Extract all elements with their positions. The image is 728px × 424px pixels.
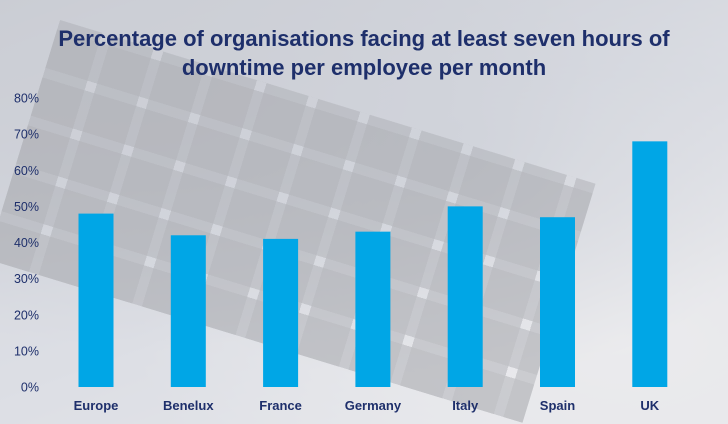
chart-title-line-1: Percentage of organisations facing at le… xyxy=(58,26,670,51)
y-axis: 0% 10% 20% 30% 40% 50% 60% 70% 80% xyxy=(14,92,39,395)
y-tick-label: 40% xyxy=(14,236,39,250)
bar-france xyxy=(263,238,299,387)
bars xyxy=(78,141,668,387)
bar-europe xyxy=(78,213,114,387)
y-tick-label: 0% xyxy=(21,381,39,395)
x-tick-label: France xyxy=(259,398,302,413)
y-tick-label: 10% xyxy=(14,344,39,358)
y-tick-label: 30% xyxy=(14,272,39,286)
y-tick-label: 70% xyxy=(14,128,39,142)
bar-germany xyxy=(355,231,391,387)
y-tick-label: 60% xyxy=(14,164,39,178)
x-axis: Europe Benelux France Germany Italy Spain UK xyxy=(74,398,660,413)
bar-uk xyxy=(632,141,668,387)
chart-title-line-2: downtime per employee per month xyxy=(181,55,547,80)
x-tick-label: Spain xyxy=(540,398,575,413)
x-tick-label: Germany xyxy=(345,398,402,413)
bar-italy xyxy=(447,206,483,387)
x-tick-label: Italy xyxy=(452,398,479,413)
x-tick-label: Europe xyxy=(74,398,119,413)
x-tick-label: UK xyxy=(640,398,659,413)
chart-title: Percentage of organisations facing at le… xyxy=(0,24,728,82)
bar-spain xyxy=(540,217,575,387)
y-tick-label: 20% xyxy=(14,308,39,322)
bar-benelux xyxy=(170,235,206,387)
x-tick-label: Benelux xyxy=(163,398,214,413)
y-tick-label: 80% xyxy=(14,92,39,106)
y-tick-label: 50% xyxy=(14,200,39,214)
